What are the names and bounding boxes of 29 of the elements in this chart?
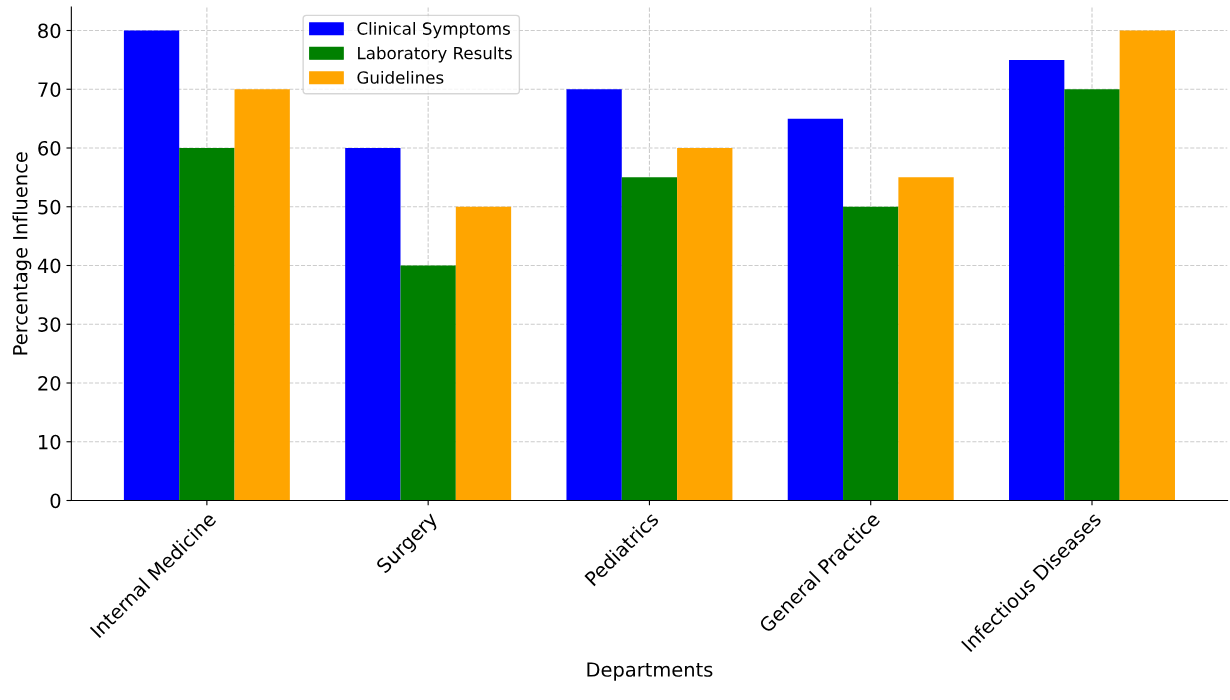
y-tick-label: 80 — [38, 23, 61, 39]
y-tick-label: 0 — [50, 493, 61, 509]
bar — [566, 89, 622, 501]
legend-label: Laboratory Results — [358, 46, 512, 63]
bar — [1119, 30, 1175, 501]
bar — [677, 148, 733, 501]
x-axis-title: Departments — [587, 662, 713, 681]
bar — [898, 177, 954, 501]
y-tick-label: 40 — [37, 258, 61, 274]
legend-label: Clinical Symptoms — [357, 22, 510, 39]
y-tick-label: 50 — [38, 199, 61, 215]
bar — [455, 206, 512, 501]
bar — [345, 148, 401, 501]
bar — [123, 30, 180, 501]
y-tick-label: 60 — [38, 140, 61, 156]
bar — [621, 177, 678, 501]
y-tick-label: 30 — [38, 317, 61, 332]
y-tick-label: 20 — [38, 375, 61, 391]
bar — [1009, 59, 1065, 501]
y-tick-label: 10 — [39, 434, 61, 450]
bar — [1064, 89, 1120, 501]
legend-label: Guidelines — [357, 70, 444, 84]
bar — [843, 206, 899, 501]
bar — [400, 265, 456, 501]
bar — [787, 118, 844, 501]
y-tick-label: 70 — [38, 82, 61, 97]
y-axis-title: Percentage Influence — [12, 152, 32, 355]
bar — [234, 89, 290, 501]
bar — [179, 148, 235, 501]
